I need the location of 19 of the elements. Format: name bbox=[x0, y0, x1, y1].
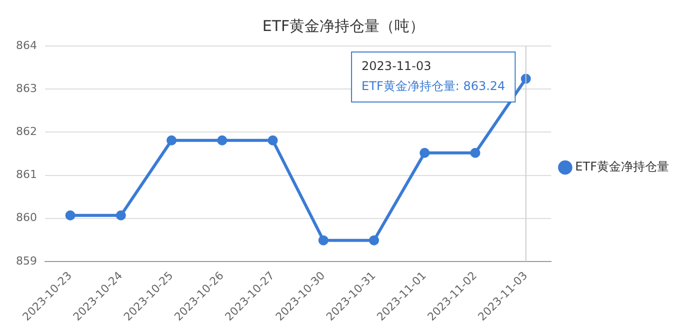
point bbox=[166, 135, 177, 146]
point bbox=[470, 148, 480, 158]
point bbox=[268, 135, 278, 146]
annotation: ETF黄金净持仓量: 863.24 bbox=[362, 79, 506, 94]
y-tick-label: 863 bbox=[16, 82, 37, 95]
y-tick-label: 861 bbox=[16, 168, 37, 182]
point bbox=[217, 135, 228, 146]
point bbox=[65, 210, 76, 220]
chart-title: ETF黄金净持仓量（吨） bbox=[262, 16, 425, 35]
point bbox=[318, 235, 328, 246]
y-tick-label: 859 bbox=[16, 254, 37, 268]
y-tick-label: 862 bbox=[16, 125, 37, 138]
annotation: 2023-11-03 bbox=[362, 59, 432, 74]
point bbox=[369, 235, 380, 246]
point bbox=[420, 148, 430, 158]
point bbox=[116, 210, 126, 220]
legend-label: ETF黄金净持仓量 bbox=[575, 160, 670, 174]
y-tick-label: 864 bbox=[16, 38, 37, 52]
y-tick-label: 860 bbox=[16, 211, 37, 224]
